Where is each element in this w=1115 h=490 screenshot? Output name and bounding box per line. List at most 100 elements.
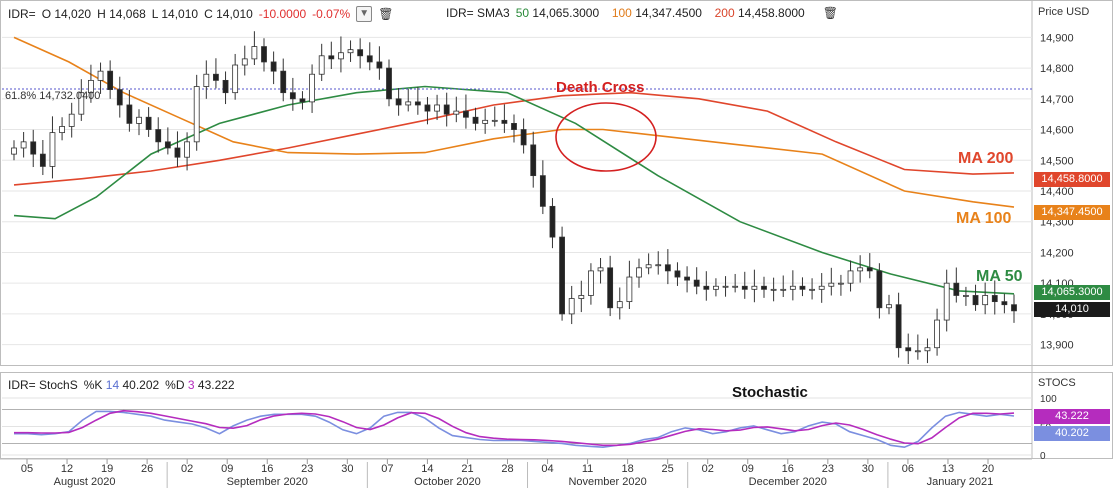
candle-body — [549, 205, 556, 238]
sma-period-200: 200 — [714, 6, 735, 20]
candle-body — [520, 129, 527, 146]
fib-label: 61.8% 14,732.0400 — [5, 90, 101, 102]
candle-body — [491, 119, 498, 122]
candle-body — [607, 267, 614, 309]
x-tick-label: 30 — [341, 463, 353, 475]
sma-study: SMA3 — [477, 6, 510, 20]
month-label: August 2020 — [54, 476, 116, 488]
candle-body — [155, 129, 162, 143]
candle-body — [568, 298, 575, 315]
candle-body — [539, 175, 546, 207]
x-tick-label: 30 — [862, 463, 874, 475]
candle-body — [395, 98, 402, 106]
candle-body — [655, 264, 662, 267]
trash-icon[interactable]: 🗑 — [822, 6, 838, 20]
candle-body — [991, 295, 998, 303]
candle-body — [943, 282, 950, 321]
candle-body — [789, 285, 796, 290]
candle-body — [472, 116, 479, 124]
close-value: 14,010 — [216, 7, 253, 21]
candle-body — [424, 104, 431, 112]
price-header: IDR= O 14,020 H 14,068 L 14,010 C 14,010… — [8, 6, 393, 22]
candle-body — [116, 89, 123, 106]
candle-body — [818, 285, 825, 290]
candle-body — [645, 264, 652, 269]
month-label: January 2021 — [927, 476, 994, 488]
x-tick-label: 11 — [582, 463, 593, 475]
d-period: 3 — [187, 378, 195, 392]
candle-body — [222, 79, 229, 94]
change-pct: -0.07% — [312, 7, 351, 21]
k-value-tag: 40.202 — [1034, 426, 1110, 441]
price-tick-label: 14,400 — [1040, 186, 1074, 198]
candle-body — [770, 288, 777, 291]
candle-body — [386, 67, 392, 100]
candle-body — [463, 110, 469, 118]
candle-body — [405, 101, 412, 106]
chevron-down-icon[interactable]: ▼ — [356, 6, 373, 22]
candle-body — [905, 347, 912, 352]
candle-body — [530, 144, 537, 177]
stoch-header: IDR= StochS %K 14 40.202 %D 3 43.222 — [8, 378, 235, 392]
candle-body — [674, 270, 681, 278]
candle-body — [780, 288, 787, 291]
sma-value-200: 14,458.8000 — [737, 6, 805, 20]
candle-body — [97, 70, 104, 81]
d-value: 43.222 — [197, 378, 235, 392]
x-tick-label: 02 — [181, 463, 193, 475]
x-tick-label: 16 — [261, 463, 273, 475]
candle-body — [328, 55, 335, 60]
k-value: 40.202 — [122, 378, 160, 392]
stoch-tick-label: 0 — [1040, 451, 1046, 462]
candle-body — [876, 270, 883, 309]
candle-body — [193, 86, 200, 143]
price-tick-label: 14,800 — [1040, 63, 1074, 75]
x-tick-label: 23 — [822, 463, 834, 475]
ma200-line — [13, 91, 1015, 186]
price-axis-title: Price USD — [1038, 6, 1090, 18]
candle-body — [828, 282, 835, 287]
death-cross-label: Death Cross — [556, 79, 645, 96]
k-period: 14 — [105, 378, 120, 392]
candle-body — [68, 113, 75, 127]
ma50-line — [13, 85, 1015, 295]
candle-body — [809, 288, 815, 291]
trash-icon[interactable]: 🗑 — [378, 7, 394, 21]
x-tick-label: 23 — [301, 463, 313, 475]
candle-body — [482, 119, 489, 124]
x-tick-label: 18 — [622, 463, 634, 475]
candle-body — [1011, 304, 1017, 312]
candle-body — [895, 304, 902, 349]
close-value-tag: 14,010 — [1034, 302, 1110, 317]
candle-body — [376, 61, 383, 69]
price-tick-label: 14,500 — [1040, 155, 1074, 167]
price-tick-label: 14,600 — [1040, 125, 1074, 137]
price-panel-frame — [0, 0, 1113, 366]
candle-body — [722, 285, 729, 288]
candle-body — [414, 101, 421, 106]
candle-body — [626, 276, 633, 303]
candle-body — [761, 285, 767, 290]
month-label: October 2020 — [414, 476, 481, 488]
candle-body — [799, 285, 806, 290]
candle-body — [857, 267, 864, 272]
candle-body — [11, 147, 17, 155]
x-tick-label: 25 — [662, 463, 674, 475]
candle-body — [501, 119, 508, 124]
candle-body — [318, 55, 325, 75]
candle-body — [953, 282, 960, 296]
d-value-tag: 43.222 — [1034, 409, 1110, 424]
candle-body — [309, 73, 315, 103]
price-symbol: IDR= — [8, 7, 36, 21]
x-tick-label: 09 — [742, 463, 754, 475]
high-label: H — [97, 7, 106, 21]
price-tick-label: 13,900 — [1040, 340, 1074, 352]
high-value: 14,068 — [109, 7, 146, 21]
candle-body — [1001, 301, 1008, 306]
candle-body — [924, 347, 931, 352]
candle-body — [578, 295, 585, 299]
candle-body — [78, 92, 85, 115]
ma200-label: MA 200 — [958, 150, 1014, 167]
low-value: 14,010 — [161, 7, 199, 21]
